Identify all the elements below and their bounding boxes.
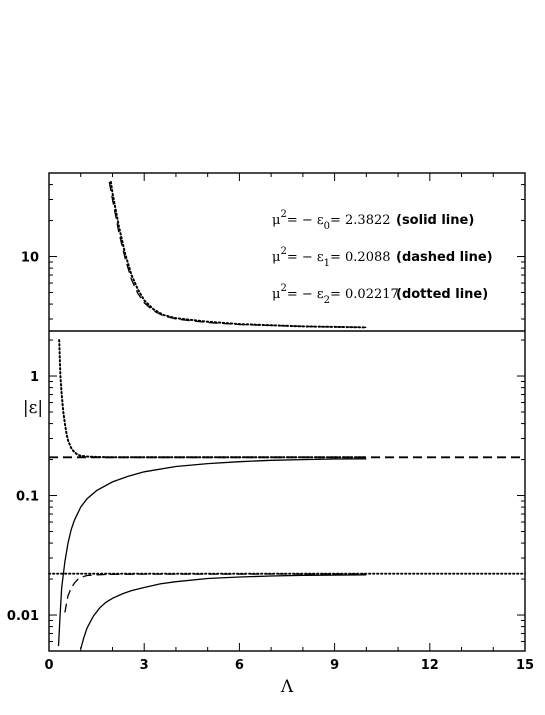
- x-tick-label: 15: [516, 658, 534, 673]
- x-axis-label: Λ: [280, 677, 294, 697]
- dashed-curve: [64, 573, 367, 613]
- legend-annotations: μ2= − ε0= 2.3822 (solid line) μ2= − ε1= 0.…: [272, 209, 493, 306]
- annotation-description: (solid line): [396, 213, 474, 228]
- dotted-curve: [58, 339, 368, 459]
- tick-labels: 0 3 6 9 12 15 0.01 0.1 1 10: [7, 251, 534, 673]
- dashed-curve: [108, 181, 367, 329]
- x-tick-label: 0: [44, 658, 53, 673]
- annotation-description: (dotted line): [396, 287, 488, 302]
- y-tick-label: 0.01: [7, 609, 39, 624]
- solid-curve: [80, 574, 367, 650]
- x-tick-label: 12: [421, 658, 439, 673]
- annotation-equation: μ2= − ε0= 2.3822: [272, 209, 391, 232]
- axis-ticks: [48, 172, 526, 652]
- reference-lines: [48, 330, 526, 575]
- solid-curve: [57, 458, 367, 647]
- y-tick-label: 1: [30, 370, 39, 385]
- x-tick-label: 9: [330, 658, 339, 673]
- y-tick-label: 10: [21, 251, 39, 266]
- plot-frame: [48, 172, 526, 652]
- x-tick-label: 6: [235, 658, 244, 673]
- annotation-description: (dashed line): [396, 250, 493, 265]
- x-tick-label: 3: [140, 658, 149, 673]
- y-axis-label: |ε|: [23, 398, 43, 418]
- annotation-equation: μ2= − ε1= 0.2088: [272, 246, 391, 269]
- dotted-curve: [109, 181, 368, 329]
- annotation-equation: μ2= − ε2= 0.02217: [272, 283, 399, 306]
- series-curves: [57, 181, 368, 650]
- y-tick-label: 0.1: [16, 490, 39, 505]
